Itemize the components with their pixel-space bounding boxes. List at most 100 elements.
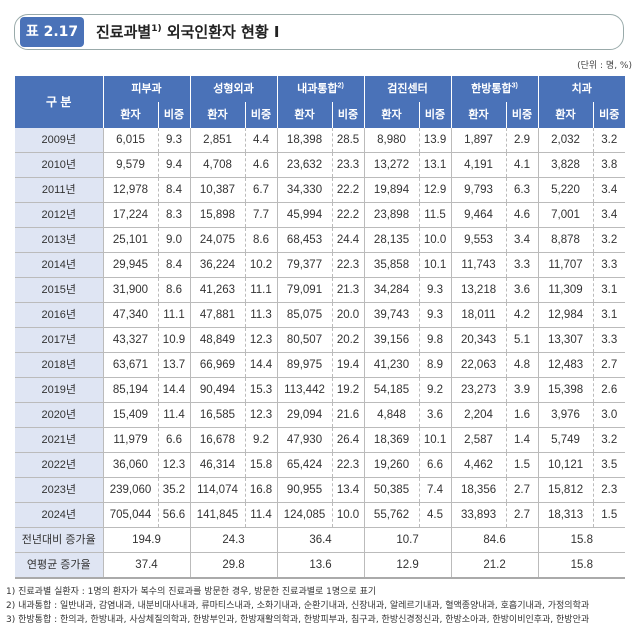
- patient-cell: 7,001: [537, 202, 594, 228]
- ratio-cell: 11.5: [418, 202, 452, 228]
- ratio-cell: 23.3: [331, 152, 365, 178]
- ratio-cell: 12.3: [244, 402, 278, 428]
- patient-cell: 24,075: [189, 227, 245, 253]
- ratio-cell: 13.7: [157, 352, 190, 378]
- ratio-cell: 9.4: [157, 152, 190, 178]
- ratio-cell: 2.7: [505, 502, 539, 528]
- patient-cell: 45,994: [276, 202, 333, 228]
- year-cell: 2016년: [15, 302, 103, 328]
- patient-cell: 9,464: [450, 202, 507, 228]
- column-group-header: 피부과: [102, 76, 190, 102]
- ratio-cell: 3.1: [592, 302, 626, 328]
- ratio-cell: 35.2: [157, 477, 190, 503]
- patient-cell: 18,313: [537, 502, 594, 528]
- ratio-cell: 3.2: [592, 227, 626, 253]
- ratio-header: 비중: [418, 102, 452, 128]
- ratio-cell: 3.5: [592, 452, 626, 478]
- table-row: 2016년 47,340 11.1 47,881 11.3 85,075 20.0 39,74…: [15, 302, 626, 328]
- ratio-cell: 20.2: [331, 327, 365, 353]
- patient-cell: 141,845: [189, 502, 245, 528]
- year-cell: 2014년: [15, 252, 103, 278]
- patient-cell: 15,898: [189, 202, 245, 228]
- patient-cell: 36,224: [189, 252, 245, 278]
- ratio-cell: 15.3: [244, 377, 278, 403]
- ratio-cell: 7.7: [244, 202, 278, 228]
- patient-cell: 23,632: [276, 152, 333, 178]
- ratio-cell: 3.8: [592, 152, 626, 178]
- growth-rate-cell: 29.8: [189, 552, 278, 579]
- ratio-cell: 10.2: [244, 252, 278, 278]
- growth-rate-cell: 12.9: [363, 552, 452, 579]
- patient-cell: 11,743: [450, 252, 507, 278]
- patient-cell: 68,453: [276, 227, 333, 253]
- year-cell: 2010년: [15, 152, 103, 178]
- patient-cell: 89,975: [276, 352, 333, 378]
- page-title: 진료과별1) 외국인환자 현황 Ⅰ: [96, 22, 279, 42]
- ratio-cell: 13.4: [331, 477, 365, 503]
- subheader-row: 환자 비중 환자 비중 환자 비중 환자 비중 환자 비중 환자 비중: [15, 102, 626, 128]
- patient-cell: 29,945: [102, 252, 158, 278]
- header-row: 구 분 피부과 성형외과 내과통합2) 검진센터 한방통합3) 치과: [15, 76, 626, 128]
- table-row: 2015년 31,900 8.6 41,263 11.1 79,091 21.3 34,284…: [15, 277, 626, 303]
- patient-header: 환자: [537, 102, 594, 128]
- year-cell: 2017년: [15, 327, 103, 353]
- ratio-cell: 20.0: [331, 302, 365, 328]
- patient-header: 환자: [450, 102, 507, 128]
- patient-cell: 43,327: [102, 327, 158, 353]
- ratio-header: 비중: [505, 102, 539, 128]
- growth-rate-cell: 24.3: [189, 527, 278, 553]
- patient-cell: 2,204: [450, 402, 507, 428]
- ratio-cell: 15.8: [244, 452, 278, 478]
- ratio-cell: 11.1: [157, 302, 190, 328]
- ratio-cell: 10.0: [418, 227, 452, 253]
- ratio-cell: 4.8: [505, 352, 539, 378]
- ratio-cell: 22.3: [331, 252, 365, 278]
- patient-cell: 15,398: [537, 377, 594, 403]
- column-group-header: 치과: [537, 76, 626, 102]
- ratio-cell: 10.9: [157, 327, 190, 353]
- patient-cell: 28,135: [363, 227, 420, 253]
- ratio-cell: 3.6: [505, 277, 539, 303]
- table-number-badge: 표 2.17: [20, 17, 84, 47]
- year-cell: 2023년: [15, 477, 103, 503]
- growth-rate-cell: 21.2: [450, 552, 539, 579]
- table-row: 2020년 15,409 11.4 16,585 12.3 29,094 21.6 4,848…: [15, 402, 626, 428]
- patient-cell: 18,369: [363, 427, 420, 453]
- patient-cell: 6,015: [102, 128, 158, 153]
- table-row: 2009년 6,015 9.3 2,851 4.4 18,398 28.5 8,980 13.9…: [15, 128, 626, 153]
- ratio-cell: 3.4: [592, 177, 626, 203]
- ratio-cell: 1.6: [505, 402, 539, 428]
- patient-cell: 16,678: [189, 427, 245, 453]
- patient-cell: 63,671: [102, 352, 158, 378]
- patient-cell: 12,984: [537, 302, 594, 328]
- ratio-cell: 16.8: [244, 477, 278, 503]
- patient-cell: 4,708: [189, 152, 245, 178]
- ratio-cell: 19.2: [331, 377, 365, 403]
- title-frame: [14, 14, 624, 50]
- patient-cell: 18,356: [450, 477, 507, 503]
- patient-cell: 34,330: [276, 177, 333, 203]
- patient-cell: 48,849: [189, 327, 245, 353]
- ratio-cell: 28.5: [331, 128, 365, 153]
- patient-cell: 79,377: [276, 252, 333, 278]
- ratio-cell: 8.6: [157, 277, 190, 303]
- group-footnote-mark: 3): [511, 82, 518, 90]
- patient-cell: 65,424: [276, 452, 333, 478]
- ratio-cell: 11.4: [244, 502, 278, 528]
- title-text: 진료과별: [96, 23, 152, 41]
- patient-cell: 5,749: [537, 427, 594, 453]
- patient-cell: 22,063: [450, 352, 507, 378]
- ratio-cell: 2.6: [592, 377, 626, 403]
- ratio-cell: 11.4: [157, 402, 190, 428]
- column-group-header: 한방통합3): [450, 76, 539, 102]
- ratio-cell: 11.1: [244, 277, 278, 303]
- ratio-cell: 6.3: [505, 177, 539, 203]
- ratio-cell: 8.9: [418, 352, 452, 378]
- footnote: 1) 진료과별 실환자 : 1명의 환자가 복수의 진료과를 방문한 경우, 방…: [6, 587, 377, 597]
- patient-cell: 11,707: [537, 252, 594, 278]
- patient-header: 환자: [363, 102, 420, 128]
- growth-rate-cell: 36.4: [276, 527, 365, 553]
- patient-cell: 3,828: [537, 152, 594, 178]
- ratio-cell: 3.4: [505, 227, 539, 253]
- column-group-header: 성형외과: [189, 76, 278, 102]
